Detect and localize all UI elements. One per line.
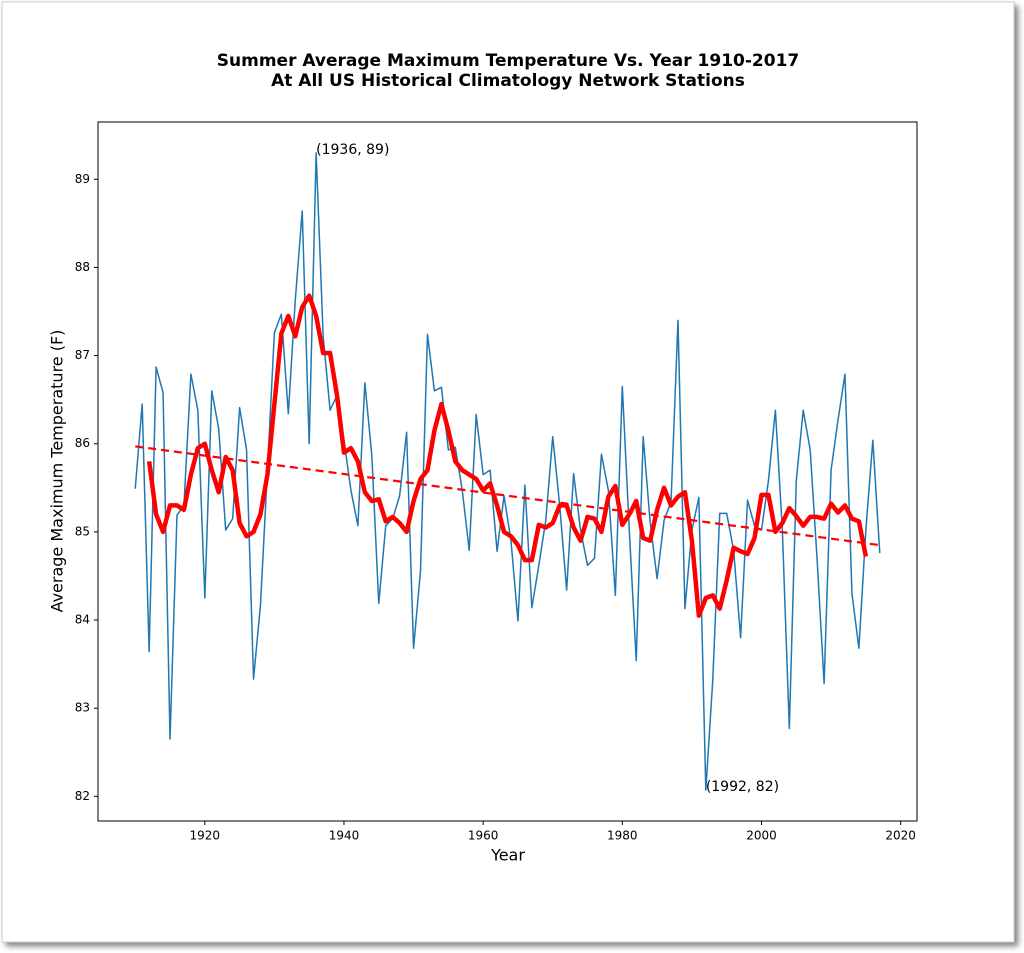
y-tick-label: 83 bbox=[75, 701, 90, 715]
x-tick-label: 2020 bbox=[885, 829, 916, 843]
y-tick-label: 85 bbox=[75, 524, 90, 538]
x-axis-label: Year bbox=[490, 846, 525, 865]
annotation: (1992, 82) bbox=[706, 779, 779, 795]
plot-frame bbox=[97, 121, 918, 822]
y-axis-label: Average Maximum Temperature (F) bbox=[48, 330, 67, 613]
y-tick-label: 89 bbox=[75, 172, 90, 186]
chart-title: Summer Average Maximum Temperature Vs. Y… bbox=[217, 51, 799, 71]
y-tick-label: 82 bbox=[75, 789, 90, 803]
x-tick-label: 1960 bbox=[468, 829, 499, 843]
y-tick-label: 86 bbox=[75, 436, 90, 450]
y-tick-label: 88 bbox=[75, 260, 90, 274]
data-line bbox=[135, 445, 880, 547]
chart-subtitle: At All US Historical Climatology Network… bbox=[271, 71, 745, 91]
y-tick-label: 84 bbox=[75, 613, 90, 627]
y-tick-label: 87 bbox=[75, 348, 90, 362]
x-tick-label: 1940 bbox=[329, 829, 360, 843]
data-line bbox=[146, 293, 869, 618]
annotation: (1936, 89) bbox=[316, 142, 389, 158]
x-tick-label: 1920 bbox=[190, 829, 221, 843]
x-tick-label: 2000 bbox=[746, 829, 777, 843]
x-tick-label: 1980 bbox=[607, 829, 638, 843]
